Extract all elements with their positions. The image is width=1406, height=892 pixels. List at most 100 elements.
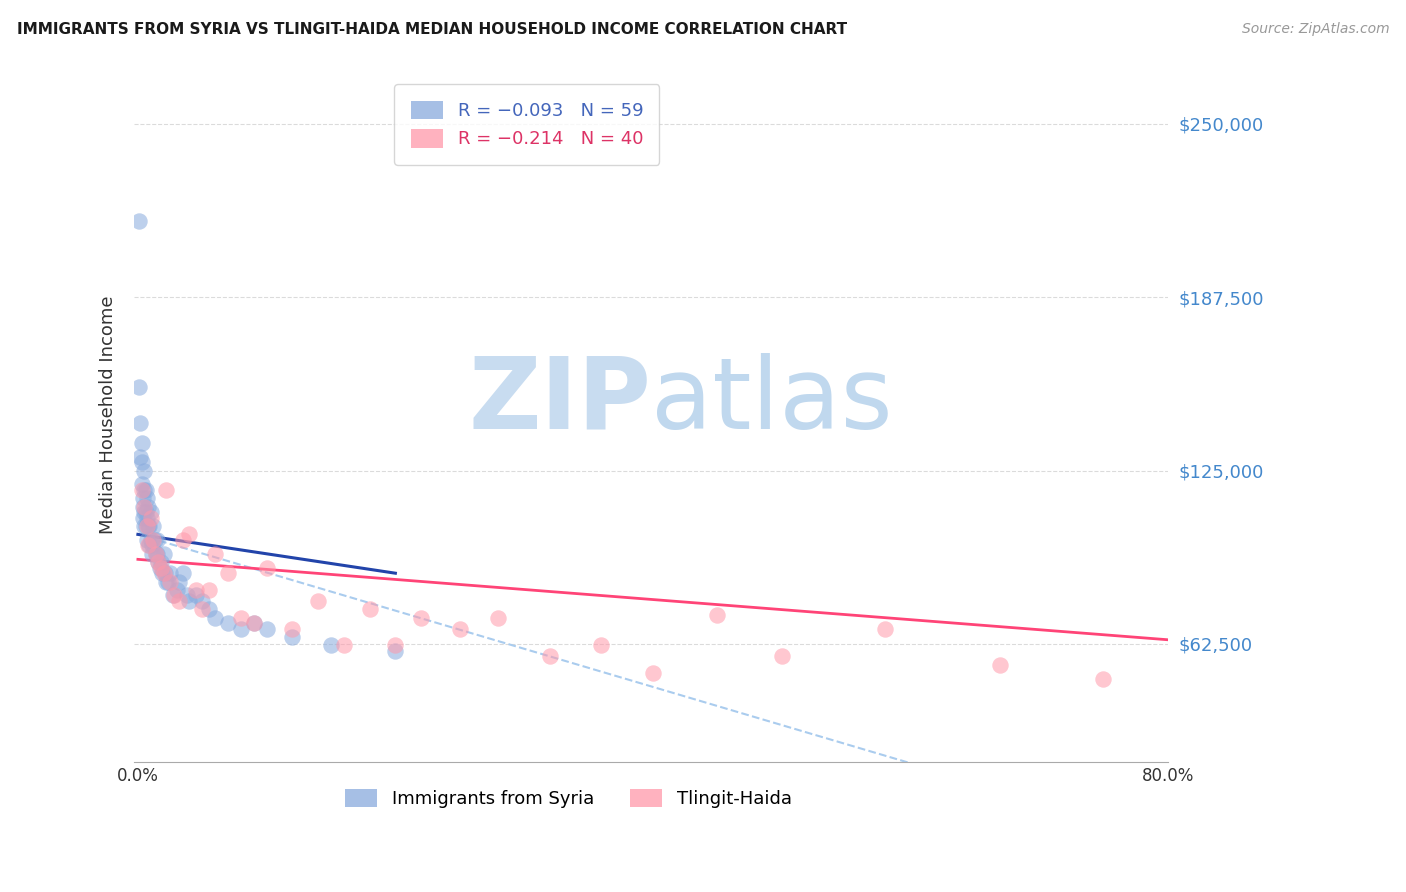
Point — [384, 644, 406, 658]
Point — [242, 616, 264, 631]
Point — [184, 588, 207, 602]
Point — [156, 574, 179, 589]
Point — [166, 582, 188, 597]
Point — [538, 649, 561, 664]
Point — [146, 547, 169, 561]
Point — [128, 380, 150, 394]
Point — [449, 622, 471, 636]
Point — [155, 574, 177, 589]
Point — [142, 519, 165, 533]
Point — [135, 483, 157, 497]
Point — [134, 500, 156, 514]
Point — [148, 555, 170, 569]
Point — [172, 566, 194, 581]
Point — [145, 547, 167, 561]
Point — [146, 533, 169, 547]
Point — [176, 588, 198, 602]
Point — [136, 519, 159, 533]
Point — [191, 594, 214, 608]
Point — [136, 500, 159, 514]
Point — [139, 510, 162, 524]
Point — [152, 547, 174, 561]
Point — [155, 483, 177, 497]
Point — [162, 588, 184, 602]
Point — [136, 539, 159, 553]
Text: IMMIGRANTS FROM SYRIA VS TLINGIT-HAIDA MEDIAN HOUSEHOLD INCOME CORRELATION CHART: IMMIGRANTS FROM SYRIA VS TLINGIT-HAIDA M… — [17, 22, 846, 37]
Point — [333, 638, 356, 652]
Point — [307, 594, 329, 608]
Point — [132, 491, 155, 506]
Point — [204, 610, 226, 624]
Point — [179, 594, 201, 608]
Point — [131, 435, 153, 450]
Point — [641, 666, 664, 681]
Point — [135, 533, 157, 547]
Point — [153, 566, 176, 581]
Point — [163, 588, 186, 602]
Point — [131, 477, 153, 491]
Point — [152, 566, 174, 581]
Point — [217, 566, 239, 581]
Point — [256, 560, 278, 574]
Point — [131, 455, 153, 469]
Text: Source: ZipAtlas.com: Source: ZipAtlas.com — [1241, 22, 1389, 37]
Point — [129, 417, 152, 431]
Point — [148, 555, 170, 569]
Point — [197, 602, 219, 616]
Point — [167, 574, 190, 589]
Point — [134, 483, 156, 497]
Point — [132, 500, 155, 514]
Point — [129, 450, 152, 464]
Point — [132, 510, 155, 524]
Y-axis label: Median Household Income: Median Household Income — [100, 296, 117, 534]
Point — [135, 519, 157, 533]
Point — [134, 519, 156, 533]
Point — [135, 491, 157, 506]
Point — [197, 582, 219, 597]
Point — [143, 533, 166, 547]
Point — [384, 638, 406, 652]
Point — [139, 505, 162, 519]
Point — [135, 519, 157, 533]
Point — [150, 566, 173, 581]
Point — [159, 566, 181, 581]
Point — [128, 214, 150, 228]
Point — [134, 464, 156, 478]
Point — [990, 657, 1012, 672]
Point — [873, 622, 896, 636]
Point — [141, 547, 163, 561]
Point — [150, 555, 173, 569]
Point — [150, 560, 173, 574]
Point — [167, 594, 190, 608]
Point — [172, 533, 194, 547]
Point — [149, 560, 172, 574]
Point — [135, 505, 157, 519]
Point — [191, 602, 214, 616]
Point — [139, 533, 162, 547]
Point — [204, 547, 226, 561]
Point — [591, 638, 613, 652]
Point — [281, 630, 304, 644]
Point — [145, 547, 167, 561]
Point — [706, 607, 728, 622]
Point — [159, 574, 181, 589]
Point — [1092, 672, 1115, 686]
Point — [359, 602, 381, 616]
Point — [138, 539, 160, 553]
Point — [141, 539, 163, 553]
Point — [142, 533, 165, 547]
Text: atlas: atlas — [651, 352, 893, 450]
Point — [131, 483, 153, 497]
Legend: Immigrants from Syria, Tlingit-Haida: Immigrants from Syria, Tlingit-Haida — [337, 781, 799, 815]
Point — [217, 616, 239, 631]
Point — [486, 610, 509, 624]
Point — [411, 610, 433, 624]
Point — [770, 649, 793, 664]
Point — [319, 638, 342, 652]
Point — [229, 610, 252, 624]
Point — [138, 519, 160, 533]
Point — [229, 622, 252, 636]
Point — [184, 582, 207, 597]
Point — [134, 505, 156, 519]
Text: ZIP: ZIP — [468, 352, 651, 450]
